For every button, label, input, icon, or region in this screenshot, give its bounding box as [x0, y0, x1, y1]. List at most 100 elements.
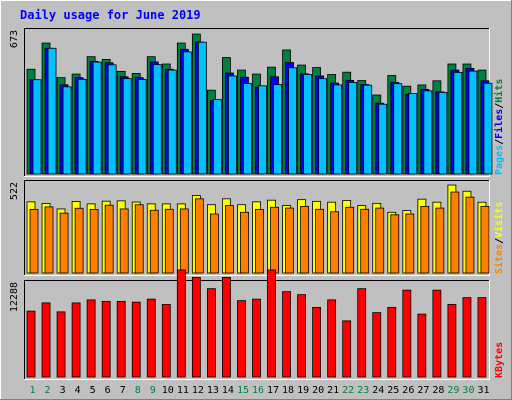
bar-pages — [228, 75, 237, 175]
bar-kbytes — [342, 320, 352, 378]
bar-pages — [258, 85, 267, 175]
bar-sites — [450, 191, 460, 274]
bar-sites — [194, 198, 204, 274]
x-tick-label: 5 — [90, 385, 96, 396]
bar-kbytes — [86, 299, 96, 378]
bar-kbytes — [402, 289, 412, 378]
bar-pages — [32, 79, 42, 175]
bar-pages — [408, 93, 418, 175]
bar-pages — [288, 67, 297, 175]
bar-kbytes — [372, 312, 382, 378]
x-tick-label: 24 — [372, 385, 384, 396]
bar-kbytes — [41, 302, 51, 378]
bar-sites — [240, 211, 249, 274]
x-tick-label: 30 — [462, 385, 474, 396]
bar-pages — [122, 78, 132, 175]
bar-sites — [375, 207, 385, 274]
bar-sites — [405, 213, 415, 274]
bar-sites — [465, 196, 475, 274]
bar-pages — [152, 64, 162, 175]
bar-sites — [44, 206, 54, 274]
bar-kbytes — [432, 289, 442, 378]
bar-kbytes — [146, 298, 156, 378]
bar-sites — [74, 207, 84, 274]
series-pages — [32, 41, 493, 175]
bar-kbytes — [282, 291, 291, 378]
x-tick-label: 19 — [297, 385, 309, 396]
bar-sites — [59, 212, 69, 274]
panel-visits_sites: 522 Sites/Visits — [9, 180, 505, 276]
x-tick-label: 8 — [135, 385, 141, 396]
legend-separator: / — [494, 103, 505, 109]
legend-item: Files — [493, 109, 505, 139]
x-tick-label: 4 — [75, 385, 81, 396]
bar-kbytes — [312, 306, 322, 378]
bar-pages — [393, 83, 403, 175]
x-tick-label: 6 — [105, 385, 111, 396]
bar-pages — [77, 78, 87, 175]
bar-kbytes — [56, 311, 66, 378]
x-tick-label: 17 — [267, 385, 279, 396]
bar-sites — [345, 206, 355, 274]
bar-kbytes — [357, 288, 367, 378]
bar-sites — [134, 204, 144, 274]
bar-pages — [438, 92, 448, 175]
bar-kbytes — [297, 294, 306, 378]
x-tick-label: 27 — [417, 385, 429, 396]
x-tick-label: 28 — [432, 385, 444, 396]
legend-separator: / — [494, 139, 505, 145]
bar-pages — [47, 47, 57, 175]
bar-sites — [149, 209, 159, 274]
panel-legend: Pages/Files/Hits — [493, 79, 505, 175]
x-tick-label: 29 — [447, 385, 459, 396]
bar-kbytes — [161, 303, 171, 378]
bar-pages — [182, 51, 192, 175]
legend-item: Visits — [493, 202, 505, 238]
x-tick-label: 23 — [357, 385, 369, 396]
bar-pages — [92, 61, 102, 175]
bar-pages — [423, 90, 433, 175]
bar-sites — [420, 206, 430, 274]
bar-pages — [137, 79, 147, 175]
x-tick-label: 3 — [60, 385, 66, 396]
bar-pages — [318, 78, 328, 175]
bar-pages — [243, 83, 252, 175]
bar-pages — [378, 103, 388, 175]
x-tick-label: 18 — [282, 385, 294, 396]
bar-sites — [29, 209, 39, 274]
bar-kbytes — [26, 310, 36, 378]
x-tick-label: 12 — [192, 385, 204, 396]
bar-pages — [333, 84, 343, 175]
panel-legend: KBytes — [494, 342, 505, 378]
bar-pages — [453, 71, 463, 175]
bar-pages — [483, 82, 493, 175]
x-tick-label: 21 — [327, 385, 339, 396]
bar-kbytes — [462, 297, 472, 378]
bar-kbytes — [71, 302, 81, 378]
x-tick-label: 26 — [402, 385, 414, 396]
legend-item: Sites — [493, 244, 505, 274]
bar-kbytes — [237, 300, 246, 378]
x-axis-day-labels: 1 2 3 4 5 6 7 8 9 10 11 12 13 14 15 16 17 18 19 20 21 22 23 24 2… — [30, 385, 490, 396]
bar-sites — [390, 214, 400, 274]
x-tick-label: 7 — [120, 385, 126, 396]
bar-kbytes — [206, 288, 216, 378]
bar-kbytes — [417, 313, 427, 378]
bar-kbytes — [267, 269, 276, 378]
bar-sites — [89, 209, 99, 274]
panel-legend: Sites/Visits — [493, 202, 505, 274]
legend-item: Hits — [493, 79, 505, 103]
series-sites — [29, 191, 490, 274]
bar-pages — [468, 70, 478, 175]
bar-sites — [435, 207, 445, 274]
bar-sites — [179, 208, 189, 274]
x-tick-label: 9 — [150, 385, 156, 396]
chart-panels: 673Pages/Files/Hits522Sites/Visits12288K… — [9, 28, 505, 380]
bar-pages — [62, 86, 72, 175]
bar-sites — [330, 211, 340, 274]
bar-sites — [270, 206, 279, 274]
bar-sites — [255, 209, 264, 274]
x-tick-label: 20 — [312, 385, 324, 396]
